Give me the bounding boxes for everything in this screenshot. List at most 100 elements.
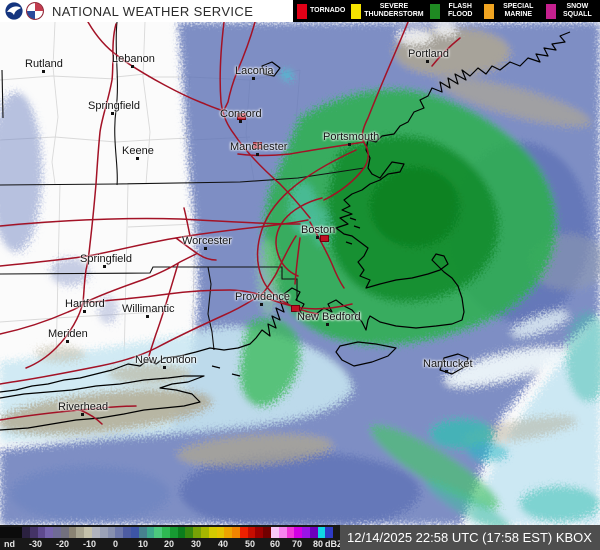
city-label: Willimantic bbox=[122, 303, 175, 318]
city-label: New Bedford bbox=[297, 311, 361, 326]
scale-color-segment bbox=[154, 527, 163, 538]
city-label: Providence bbox=[235, 291, 290, 306]
alert-legend-item: FLASH FLOOD bbox=[429, 3, 478, 19]
colorbar-tick-label: 0 bbox=[113, 539, 119, 549]
scale-color-segment bbox=[37, 527, 46, 538]
city-marker-dot bbox=[80, 413, 84, 416]
coastline bbox=[0, 31, 571, 431]
city-marker-dot bbox=[136, 157, 140, 160]
city-marker-dot bbox=[42, 70, 46, 73]
city-label: Nantucket bbox=[423, 358, 473, 373]
alert-color-swatch bbox=[483, 3, 494, 19]
highway-shield-icon bbox=[237, 113, 246, 120]
city-marker-dot bbox=[103, 265, 107, 268]
scale-color-segment bbox=[232, 527, 240, 538]
scale-bar: nd -30 -20 -10 0 10 20 30 40 50 60 70 80 dBZ 12/14/2… bbox=[0, 525, 600, 550]
scale-color-segment bbox=[29, 527, 38, 538]
scale-color-segment bbox=[255, 527, 264, 538]
colorbar-tick-label: 10 bbox=[138, 539, 149, 549]
city-marker-dot bbox=[252, 77, 256, 80]
city-marker-dot bbox=[426, 60, 430, 63]
scale-color-segment bbox=[162, 527, 170, 538]
timestamp: 12/14/2025 22:58 UTC (17:58 EST) KBOX bbox=[340, 525, 600, 550]
radar-map[interactable]: Rutland Lebanon Laconia Springfield Concord K… bbox=[0, 21, 600, 534]
city-label: Laconia bbox=[235, 65, 274, 80]
scale-color-segment bbox=[99, 527, 108, 538]
city-label: Hartford bbox=[65, 298, 105, 313]
logo-group bbox=[5, 2, 44, 20]
city-label: Boston bbox=[301, 224, 335, 239]
scale-color-segment bbox=[317, 527, 326, 538]
alert-color-swatch bbox=[351, 3, 362, 19]
scale-color-segment bbox=[263, 527, 271, 538]
scale-color-segment bbox=[22, 527, 30, 538]
scale-color-segment bbox=[224, 527, 233, 538]
scale-color-segment bbox=[169, 527, 178, 538]
scale-color-segment bbox=[325, 527, 334, 538]
colorbar-tick-label: 20 bbox=[164, 539, 175, 549]
alert-color-swatch bbox=[545, 3, 556, 19]
city-label: Keene bbox=[122, 145, 154, 160]
scale-color-segment bbox=[138, 527, 147, 538]
alert-legend-item: SNOW SQUALL bbox=[545, 3, 596, 19]
reflectivity-colorbar bbox=[0, 527, 334, 538]
scale-color-segment bbox=[68, 527, 77, 538]
colorbar-tick-label: -10 bbox=[83, 539, 97, 549]
scale-color-segment bbox=[92, 527, 100, 538]
city-marker-dot bbox=[162, 366, 166, 369]
city-label: New London bbox=[135, 354, 197, 369]
scale-color-segment bbox=[309, 527, 318, 538]
colorbar-tick-label: 50 bbox=[245, 539, 256, 549]
scale-color-segment bbox=[60, 527, 69, 538]
city-label: Springfield bbox=[80, 253, 132, 268]
header-bar: NATIONAL WEATHER SERVICE TORNADO SEVERE T… bbox=[0, 0, 600, 22]
alert-color-swatch bbox=[297, 3, 307, 19]
agency-title: NATIONAL WEATHER SERVICE bbox=[52, 4, 254, 19]
city-marker-dot bbox=[204, 247, 208, 250]
scale-color-segment bbox=[216, 527, 225, 538]
dbz-unit-label: dBZ bbox=[325, 539, 343, 549]
city-label: Portland bbox=[408, 48, 449, 63]
colorbar-tick-label: -20 bbox=[56, 539, 70, 549]
alert-legend: TORNADO SEVERE THUNDERSTORM FLASH FLOOD SPE… bbox=[293, 0, 600, 22]
noaa-logo-icon bbox=[5, 2, 23, 20]
scale-color-segment bbox=[45, 527, 54, 538]
city-label: Springfield bbox=[88, 100, 140, 115]
colorbar-tick-label: 70 bbox=[292, 539, 303, 549]
scale-color-segment bbox=[200, 527, 209, 538]
radar-map-canvas bbox=[0, 21, 600, 534]
alert-color-swatch bbox=[429, 3, 440, 19]
city-marker-dot bbox=[65, 340, 69, 343]
state-borders bbox=[0, 21, 365, 351]
highway-shield-icon bbox=[291, 305, 300, 312]
city-marker-dot bbox=[348, 143, 352, 146]
scale-color-segment bbox=[185, 527, 194, 538]
alert-label: SPECIAL MARINE bbox=[503, 2, 534, 18]
alert-legend-item: SEVERE THUNDERSTORM bbox=[351, 2, 424, 19]
scale-color-segment bbox=[294, 527, 303, 538]
scale-color-segment bbox=[76, 527, 85, 538]
scale-color-segment bbox=[193, 527, 201, 538]
colorbar-tick-label: 40 bbox=[218, 539, 229, 549]
city-marker-dot bbox=[445, 370, 449, 373]
colorbar-tick-label: -30 bbox=[29, 539, 43, 549]
city-label: Concord bbox=[220, 108, 262, 123]
scale-color-segment bbox=[247, 527, 256, 538]
city-marker-dot bbox=[111, 112, 115, 115]
city-label: Lebanon bbox=[112, 53, 155, 68]
city-marker-dot bbox=[325, 323, 329, 326]
city-label: Portsmouth bbox=[323, 131, 379, 146]
precipitation-layer bbox=[0, 22, 600, 534]
city-marker-dot bbox=[131, 65, 135, 68]
scale-color-segment bbox=[146, 527, 155, 538]
city-marker-dot bbox=[259, 303, 263, 306]
scale-color-segment bbox=[271, 527, 279, 538]
city-marker-dot bbox=[82, 310, 86, 313]
city-label: Riverhead bbox=[58, 401, 108, 416]
roads bbox=[0, 21, 461, 425]
scale-color-segment-nd bbox=[0, 527, 22, 538]
alert-label: SEVERE THUNDERSTORM bbox=[364, 2, 424, 18]
scale-color-segment bbox=[84, 527, 93, 538]
highway-shield-icon bbox=[253, 142, 262, 149]
